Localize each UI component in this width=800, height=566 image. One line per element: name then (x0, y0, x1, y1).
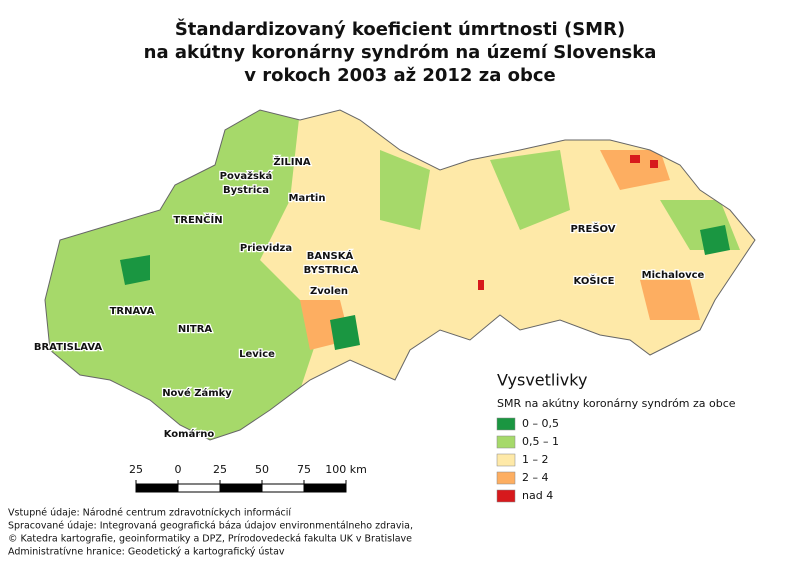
source-line: © Katedra kartografie, geoinformatiky a … (8, 534, 412, 545)
city-label: Levice (239, 349, 275, 360)
city-label: TRENČÍN (173, 213, 222, 226)
city-label: Michalovce (642, 270, 705, 281)
scale-label: 100 km (325, 463, 367, 476)
scale-label: 25 (213, 463, 227, 476)
legend-label: 1 – 2 (522, 453, 549, 466)
legend-label: 0 – 0,5 (522, 417, 559, 430)
city-label: BRATISLAVA (34, 342, 103, 353)
legend-swatch (496, 453, 516, 467)
source-line: Spracované údaje: Integrovaná geografick… (8, 521, 413, 532)
city-label: BANSKÁ (307, 249, 354, 262)
city-labels: ŽILINA Považská Bystrica Martin TRENČÍN … (33, 154, 706, 442)
legend-swatch (496, 435, 516, 449)
legend-label: 0,5 – 1 (522, 435, 559, 448)
legend-swatch (496, 489, 516, 503)
city-label: TRNAVA (110, 306, 155, 317)
city-label: PREŠOV (570, 222, 615, 235)
city-label: Bystrica (223, 185, 269, 196)
city-label: Nové Zámky (162, 387, 232, 399)
scale-segment (303, 483, 347, 493)
city-label: KOŠICE (574, 274, 615, 287)
legend-title: Vysvetlivky (497, 371, 587, 390)
legend: 0 – 0,5 0,5 – 1 1 – 2 2 – 4 nad 4 (496, 417, 559, 503)
source-line: Vstupné údaje: Národné centrum zdravotní… (8, 508, 291, 519)
title-line: v rokoch 2003 až 2012 za obce (244, 65, 555, 86)
scale-label: 50 (255, 463, 269, 476)
border (44, 109, 756, 441)
legend-label: 2 – 4 (522, 471, 549, 484)
city-label: Komárno (164, 428, 215, 440)
scale-bar: 25 0 25 50 75 100 km (129, 463, 367, 493)
scale-label: 25 (129, 463, 143, 476)
scale-segment (261, 483, 305, 493)
scale-label: 75 (297, 463, 311, 476)
city-label: Považská (220, 170, 273, 182)
city-label: Zvolen (310, 286, 348, 297)
source-line: Administratívne hranice: Geodetický a ka… (8, 547, 285, 558)
scale-segment (177, 483, 221, 493)
title-line: Štandardizovaný koeficient úmrtnosti (SM… (175, 18, 625, 40)
city-label: NITRA (178, 324, 213, 335)
map (45, 110, 755, 440)
legend-swatch (496, 417, 516, 431)
city-label: Martin (289, 193, 326, 204)
legend-swatch (496, 471, 516, 485)
legend-label: nad 4 (522, 489, 553, 502)
scale-segment (135, 483, 179, 493)
city-label: ŽILINA (273, 155, 310, 168)
scale-segment (219, 483, 263, 493)
city-label: BYSTRICA (304, 265, 359, 276)
legend-subtitle: SMR na akútny koronárny syndróm za obce (497, 397, 736, 410)
scale-label: 0 (175, 463, 182, 476)
title-line: na akútny koronárny syndróm na území Slo… (144, 42, 657, 63)
city-label: Prievidza (240, 243, 292, 254)
